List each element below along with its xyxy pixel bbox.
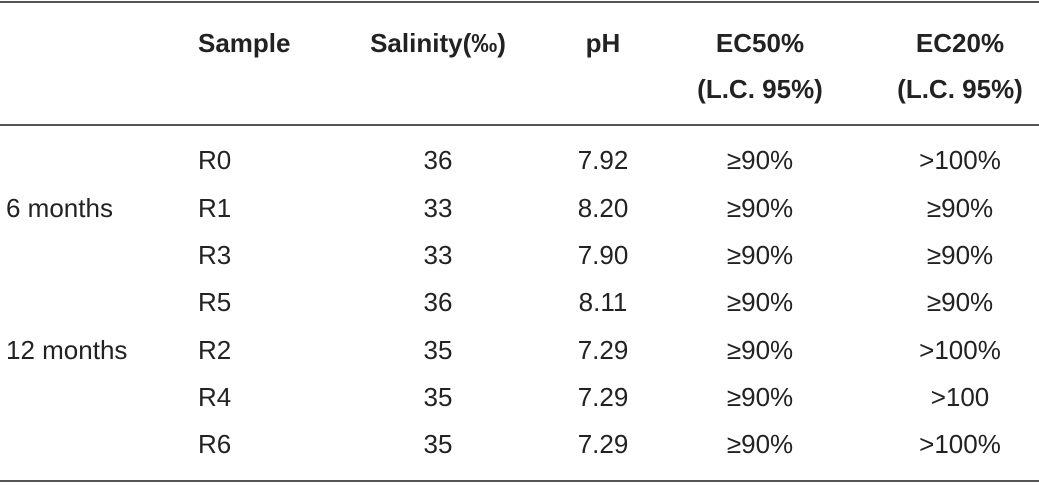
group-label-6-months: 6 months [6, 193, 113, 223]
cell-ec50: ≥90% [726, 335, 794, 365]
cell-sample: R0 [198, 145, 232, 175]
cell-salinity: 36 [423, 287, 453, 317]
cell-ph: 7.29 [577, 335, 629, 365]
group-label-12-months: 12 months [6, 335, 128, 365]
table-top-rule [0, 1, 1039, 3]
cell-ph: 7.90 [577, 240, 629, 270]
cell-ec20: >100% [919, 429, 1001, 459]
cell-sample: R4 [198, 382, 232, 412]
cell-salinity: 36 [423, 145, 453, 175]
cell-sample: R5 [198, 287, 232, 317]
cell-salinity: 33 [423, 193, 453, 223]
cell-ec50: ≥90% [726, 145, 794, 175]
header-salinity: Salinity(‰) [370, 28, 506, 58]
header-ec20-ci: (L.C. 95%) [897, 74, 1023, 104]
cell-ec20: ≥90% [926, 287, 994, 317]
cell-ec20: >100% [919, 335, 1001, 365]
table-header-rule [0, 124, 1039, 126]
cell-sample: R6 [198, 429, 232, 459]
table-bottom-rule [0, 480, 1039, 482]
cell-ph: 8.20 [577, 193, 629, 223]
header-sample: Sample [198, 28, 291, 58]
cell-salinity: 35 [423, 335, 453, 365]
header-ec50: EC50% [715, 28, 805, 58]
cell-sample: R2 [198, 335, 232, 365]
cell-salinity: 35 [423, 382, 453, 412]
cell-ec50: ≥90% [726, 382, 794, 412]
header-ph: pH [585, 28, 621, 58]
cell-sample: R3 [198, 240, 232, 270]
header-ec50-ci: (L.C. 95%) [697, 74, 823, 104]
cell-ec50: ≥90% [726, 193, 794, 223]
header-ec20: EC20% [915, 28, 1005, 58]
cell-salinity: 33 [423, 240, 453, 270]
cell-ec20: ≥90% [926, 193, 994, 223]
cell-sample: R1 [198, 193, 232, 223]
cell-ec50: ≥90% [726, 240, 794, 270]
cell-ph: 7.29 [577, 382, 629, 412]
cell-ec50: ≥90% [726, 429, 794, 459]
cell-ec50: ≥90% [726, 287, 794, 317]
cell-ec20: >100 [930, 382, 990, 412]
cell-ec20: >100% [919, 145, 1001, 175]
cell-salinity: 35 [423, 429, 453, 459]
cell-ph: 8.11 [578, 287, 628, 317]
cell-ph: 7.29 [577, 429, 629, 459]
cell-ph: 7.92 [577, 145, 629, 175]
cell-ec20: ≥90% [926, 240, 994, 270]
